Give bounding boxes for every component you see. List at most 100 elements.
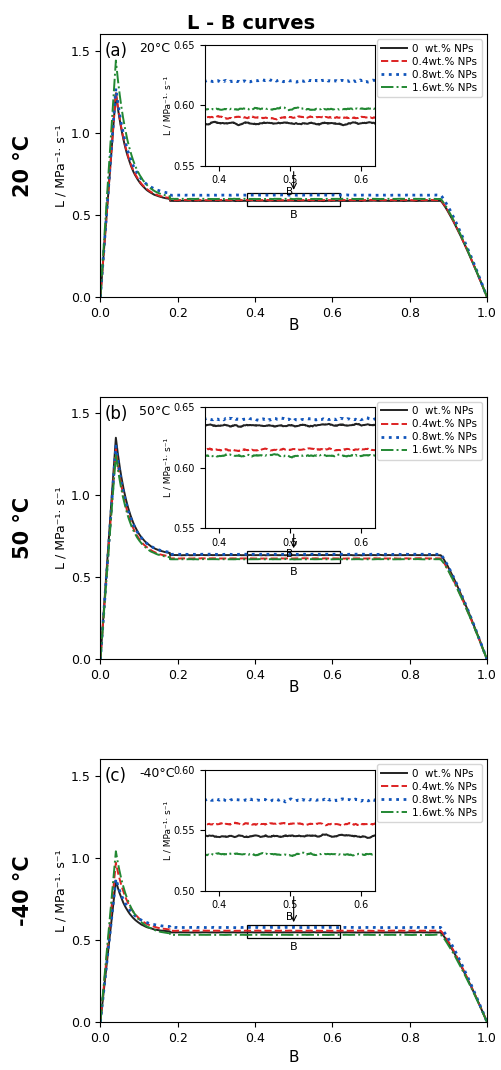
0.8wt.% NPs bbox=[472, 623, 478, 636]
1.6wt.% NPs bbox=[285, 553, 291, 566]
1.6wt.% NPs bbox=[285, 193, 291, 205]
Line: 1.6wt.% NPs: 1.6wt.% NPs bbox=[100, 852, 486, 1022]
Text: 20 °C: 20 °C bbox=[13, 135, 33, 197]
0  wt.% NPs bbox=[275, 549, 281, 562]
0.8wt.% NPs bbox=[97, 1015, 103, 1028]
1.6wt.% NPs bbox=[113, 448, 119, 461]
Bar bbox=[247, 193, 339, 205]
0.8wt.% NPs bbox=[113, 873, 119, 886]
0.4wt.% NPs bbox=[472, 625, 478, 638]
0  wt.% NPs bbox=[472, 263, 478, 276]
0  wt.% NPs bbox=[472, 991, 478, 1004]
1.6wt.% NPs bbox=[113, 55, 119, 67]
0.8wt.% NPs bbox=[472, 262, 478, 275]
0.8wt.% NPs bbox=[472, 989, 478, 1002]
0  wt.% NPs bbox=[117, 889, 123, 902]
0.4wt.% NPs bbox=[113, 856, 119, 869]
0.8wt.% NPs bbox=[472, 624, 478, 637]
0.4wt.% NPs bbox=[401, 194, 407, 207]
1.6wt.% NPs bbox=[401, 929, 407, 942]
Text: 20°C: 20°C bbox=[139, 42, 170, 56]
0.4wt.% NPs bbox=[117, 875, 123, 888]
0  wt.% NPs bbox=[483, 653, 489, 666]
1.6wt.% NPs bbox=[117, 93, 123, 106]
0  wt.% NPs bbox=[117, 117, 123, 129]
0.8wt.% NPs bbox=[275, 548, 281, 561]
0.4wt.% NPs bbox=[472, 990, 478, 1003]
1.6wt.% NPs bbox=[483, 1015, 489, 1028]
0  wt.% NPs bbox=[113, 874, 119, 887]
Line: 0.4wt.% NPs: 0.4wt.% NPs bbox=[100, 449, 486, 659]
Text: (b): (b) bbox=[104, 404, 127, 423]
Text: 50 °C: 50 °C bbox=[13, 496, 33, 560]
Bar bbox=[247, 924, 339, 938]
0  wt.% NPs bbox=[117, 464, 123, 477]
0.8wt.% NPs bbox=[472, 989, 478, 1002]
0.8wt.% NPs bbox=[483, 653, 489, 666]
Line: 0.8wt.% NPs: 0.8wt.% NPs bbox=[100, 880, 486, 1022]
0.4wt.% NPs bbox=[113, 86, 119, 98]
0.4wt.% NPs bbox=[275, 924, 281, 937]
1.6wt.% NPs bbox=[97, 1015, 103, 1028]
0  wt.% NPs bbox=[275, 926, 281, 938]
Legend: 0  wt.% NPs, 0.4wt.% NPs, 0.8wt.% NPs, 1.6wt.% NPs: 0 wt.% NPs, 0.4wt.% NPs, 0.8wt.% NPs, 1.… bbox=[376, 402, 481, 460]
1.6wt.% NPs bbox=[472, 991, 478, 1004]
0.8wt.% NPs bbox=[483, 1015, 489, 1028]
1.6wt.% NPs bbox=[401, 193, 407, 205]
1.6wt.% NPs bbox=[97, 290, 103, 303]
Line: 0.4wt.% NPs: 0.4wt.% NPs bbox=[100, 92, 486, 296]
0  wt.% NPs bbox=[275, 195, 281, 208]
1.6wt.% NPs bbox=[113, 845, 119, 858]
1.6wt.% NPs bbox=[472, 263, 478, 276]
Text: B: B bbox=[289, 210, 297, 220]
0.4wt.% NPs bbox=[285, 924, 291, 937]
0.4wt.% NPs bbox=[285, 194, 291, 207]
1.6wt.% NPs bbox=[472, 625, 478, 638]
0.8wt.% NPs bbox=[285, 548, 291, 561]
0.8wt.% NPs bbox=[285, 921, 291, 934]
0.4wt.% NPs bbox=[97, 1015, 103, 1028]
0.8wt.% NPs bbox=[97, 653, 103, 666]
Line: 0.8wt.% NPs: 0.8wt.% NPs bbox=[100, 89, 486, 296]
0.4wt.% NPs bbox=[275, 552, 281, 565]
1.6wt.% NPs bbox=[117, 868, 123, 881]
Y-axis label: L / MPa⁻¹· s⁻¹: L / MPa⁻¹· s⁻¹ bbox=[55, 487, 68, 569]
0.8wt.% NPs bbox=[117, 112, 123, 125]
0.8wt.% NPs bbox=[285, 188, 291, 201]
0.8wt.% NPs bbox=[113, 440, 119, 453]
0.8wt.% NPs bbox=[401, 188, 407, 201]
Line: 1.6wt.% NPs: 1.6wt.% NPs bbox=[100, 455, 486, 659]
Text: (c): (c) bbox=[104, 767, 126, 785]
0  wt.% NPs bbox=[483, 290, 489, 303]
Y-axis label: L / MPa⁻¹· s⁻¹: L / MPa⁻¹· s⁻¹ bbox=[55, 124, 68, 207]
Line: 0  wt.% NPs: 0 wt.% NPs bbox=[100, 881, 486, 1022]
1.6wt.% NPs bbox=[472, 263, 478, 276]
0.8wt.% NPs bbox=[117, 886, 123, 899]
0.8wt.% NPs bbox=[117, 470, 123, 483]
Line: 0.8wt.% NPs: 0.8wt.% NPs bbox=[100, 446, 486, 659]
1.6wt.% NPs bbox=[117, 477, 123, 490]
Line: 0  wt.% NPs: 0 wt.% NPs bbox=[100, 93, 486, 296]
0.4wt.% NPs bbox=[117, 473, 123, 486]
Text: B: B bbox=[289, 567, 297, 577]
1.6wt.% NPs bbox=[97, 653, 103, 666]
Bar bbox=[247, 551, 339, 563]
0  wt.% NPs bbox=[401, 549, 407, 562]
0  wt.% NPs bbox=[285, 195, 291, 208]
0  wt.% NPs bbox=[285, 926, 291, 938]
0.4wt.% NPs bbox=[275, 194, 281, 207]
0.8wt.% NPs bbox=[275, 921, 281, 934]
0  wt.% NPs bbox=[401, 195, 407, 208]
X-axis label: B: B bbox=[288, 1050, 298, 1065]
0  wt.% NPs bbox=[472, 624, 478, 637]
0  wt.% NPs bbox=[472, 264, 478, 277]
1.6wt.% NPs bbox=[285, 929, 291, 942]
0.8wt.% NPs bbox=[275, 188, 281, 201]
0  wt.% NPs bbox=[472, 624, 478, 637]
0  wt.% NPs bbox=[113, 431, 119, 444]
0.4wt.% NPs bbox=[285, 552, 291, 565]
Text: (a): (a) bbox=[104, 42, 127, 60]
0.4wt.% NPs bbox=[472, 990, 478, 1003]
0  wt.% NPs bbox=[97, 653, 103, 666]
0.4wt.% NPs bbox=[472, 263, 478, 276]
